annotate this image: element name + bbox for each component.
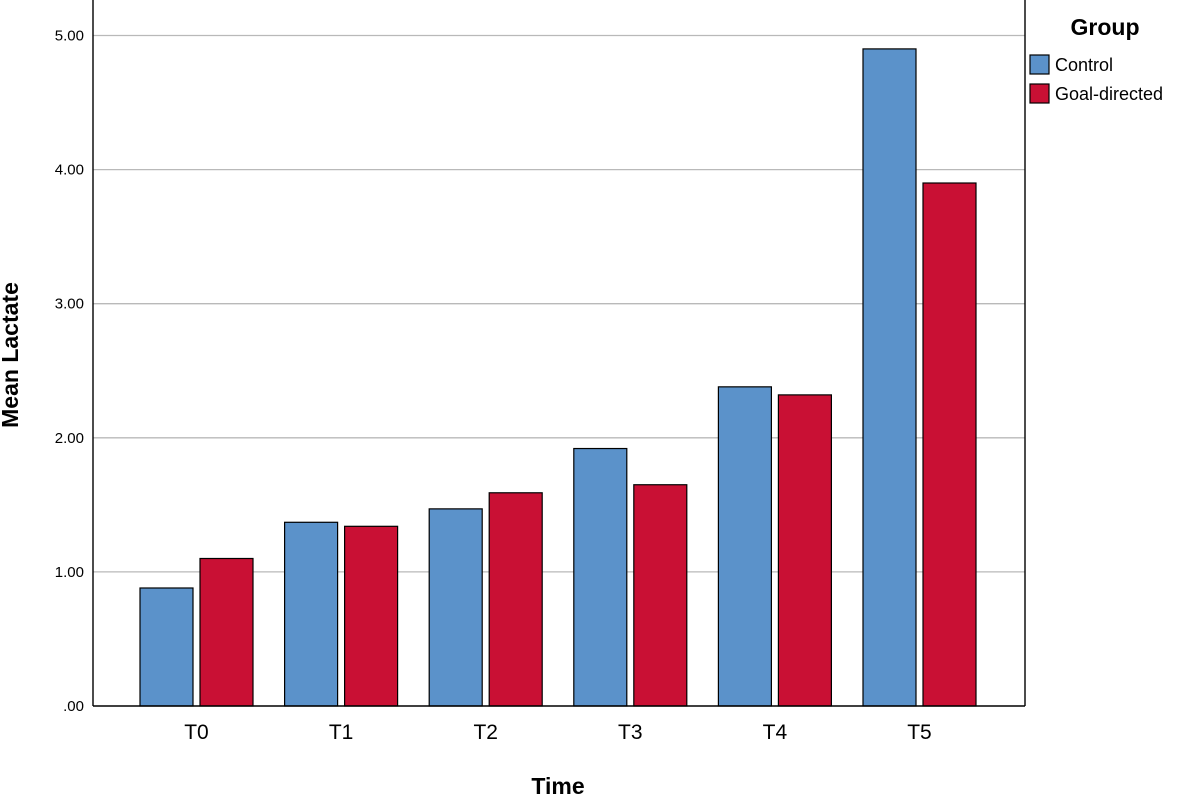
y-axis-title: Mean Lactate [0, 282, 23, 428]
y-tick-label: 2.00 [55, 430, 84, 447]
legend-items: Control Goal-directed [1029, 54, 1163, 104]
legend-title: Group [1071, 14, 1140, 40]
x-tick-label: T4 [763, 721, 788, 744]
bar-control-t4 [717, 386, 773, 707]
legend-swatch-goal-directed [1029, 83, 1050, 104]
legend-label-control: Control [1055, 55, 1113, 75]
legend: Group Control Goal-directed [1029, 14, 1163, 104]
x-tick-labels: T0 T1 T2 T3 T4 T5 [184, 721, 932, 744]
y-tick-label: 5.00 [55, 28, 84, 45]
bar-goal-directed-t1 [344, 525, 399, 707]
y-tick-label: 1.00 [55, 564, 84, 581]
x-tick-label: T3 [618, 721, 643, 744]
bar-goal-directed-t3 [633, 484, 688, 707]
bar-goal-directed-t0 [199, 557, 254, 707]
y-tick-label: 4.00 [55, 162, 84, 179]
bar-goal-directed-t4 [777, 394, 833, 707]
bar-goal-directed-t5 [922, 182, 977, 707]
axes [92, 0, 1026, 707]
bar-control-t5 [862, 48, 917, 707]
x-tick-label: T5 [907, 721, 932, 744]
bar-control-t2 [428, 508, 483, 707]
bar-control-t0 [139, 587, 194, 707]
y-tick-label: 3.00 [55, 296, 84, 313]
x-tick-label: T1 [329, 721, 354, 744]
y-tick-label: .00 [63, 698, 84, 715]
legend-label-goal-directed: Goal-directed [1055, 84, 1163, 104]
bars [139, 48, 977, 707]
x-tick-label: T0 [184, 721, 209, 744]
bar-control-t1 [284, 521, 339, 707]
bar-goal-directed-t2 [488, 492, 543, 707]
legend-swatch-control [1029, 54, 1050, 75]
y-tick-labels: .00 1.00 2.00 3.00 4.00 5.00 [55, 28, 84, 716]
x-tick-label: T2 [473, 721, 498, 744]
x-axis-title: Time [531, 773, 584, 795]
bar-control-t3 [573, 447, 628, 707]
